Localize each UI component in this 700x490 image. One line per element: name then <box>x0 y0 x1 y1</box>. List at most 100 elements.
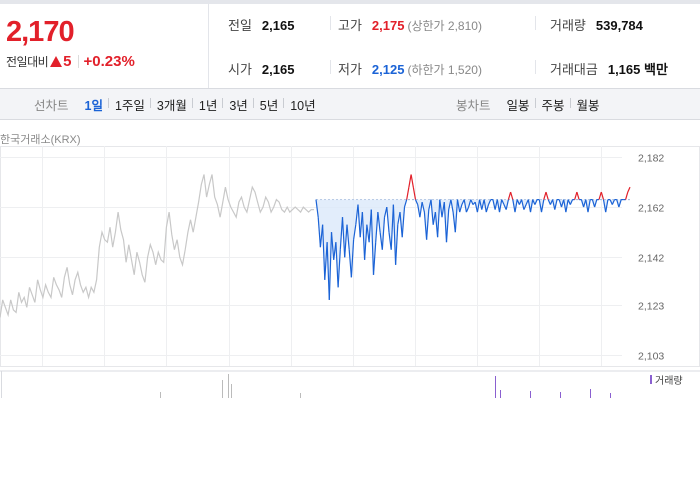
today-price-segment <box>627 186 631 193</box>
tab-3year[interactable]: 3년 <box>222 95 253 114</box>
today-price-segment <box>324 242 328 280</box>
today-price-segment <box>326 242 330 300</box>
change-rate: +0.23% <box>83 53 135 70</box>
today-price-segment <box>598 191 602 200</box>
tab-daily-candle[interactable]: 일봉 <box>506 98 530 113</box>
today-price-segment <box>339 217 344 250</box>
today-price-segment <box>547 199 551 205</box>
today-price-segment <box>437 199 441 238</box>
today-price-segment <box>465 206 470 213</box>
today-price-segment <box>392 204 397 265</box>
today-price-segment <box>344 224 348 258</box>
today-price-segment <box>534 199 538 205</box>
today-price-segment <box>454 199 459 233</box>
today-price-segment <box>364 224 368 260</box>
today-price-segment <box>328 232 333 300</box>
tab-weekly-candle[interactable]: 주봉 <box>534 95 571 114</box>
tab-3month[interactable]: 3개월 <box>149 95 193 114</box>
today-price-segment <box>443 202 448 243</box>
today-price-segment <box>505 199 509 210</box>
up-triangle-icon <box>50 56 63 67</box>
current-price: 2,170 <box>6 16 75 48</box>
today-price-segment <box>390 204 394 250</box>
today-price-segment <box>430 199 434 225</box>
today-price-segment <box>468 199 472 208</box>
current-price-box: 2,170 전일대비 5 +0.23% <box>0 4 209 88</box>
stat-volume: 거래량 539,784 <box>550 18 643 33</box>
tab-1year[interactable]: 1년 <box>191 95 223 114</box>
today-price-segment <box>341 217 346 258</box>
price-summary: 2,170 전일대비 5 +0.23% 전일 2,165 시가 2,165 고가 2,… <box>0 4 700 89</box>
tab-1week[interactable]: 1주일 <box>107 95 151 114</box>
today-price-segment <box>450 199 454 213</box>
today-price-segment <box>605 199 609 213</box>
today-price-segment <box>600 191 605 200</box>
today-price-segment <box>625 191 629 200</box>
today-price-segment <box>523 204 527 210</box>
tab-monthly-candle[interactable]: 월봉 <box>569 95 606 114</box>
line-chart-period-tabs: 선차트 1일 1주일 3개월 1년 3년 5년 10년 <box>34 89 322 119</box>
today-price-segment <box>463 199 467 213</box>
today-price-segment <box>346 224 350 250</box>
today-price-segment <box>448 199 452 210</box>
divider <box>330 16 331 30</box>
y-tick-label: 2,103 <box>638 351 664 363</box>
top-border <box>0 0 700 4</box>
stat-prev-close: 전일 2,165 <box>228 18 295 33</box>
today-price-segment <box>357 204 361 238</box>
candle-chart-title: 봉차트 <box>456 98 491 113</box>
divider <box>330 60 331 74</box>
prev-day-price-line <box>0 174 314 318</box>
today-price-segment <box>545 191 549 200</box>
today-price-segment <box>510 191 514 200</box>
divider <box>535 16 536 30</box>
today-price-segment <box>514 199 518 213</box>
tab-5year[interactable]: 5년 <box>252 95 284 114</box>
stat-amount: 거래대금 1,165 백만 <box>550 62 668 77</box>
today-price-segment <box>527 199 532 213</box>
today-price-segment <box>317 217 321 248</box>
today-price-segment <box>494 199 498 210</box>
today-price-segment <box>479 199 483 210</box>
today-price-segment <box>585 199 589 213</box>
today-price-segment <box>395 224 399 265</box>
today-price-segment <box>554 199 558 210</box>
today-price-segment <box>423 212 428 240</box>
today-price-segment <box>476 199 481 213</box>
today-price-segment <box>470 199 474 205</box>
today-price-segment <box>474 201 478 213</box>
today-price-segment <box>594 199 598 208</box>
today-price-segment <box>611 199 616 205</box>
today-price-segment <box>381 217 386 250</box>
today-price-segment <box>492 199 496 210</box>
today-price-segment <box>456 199 461 213</box>
stat-high: 고가 2,175 (상한가 2,810) <box>338 18 482 33</box>
today-price-segment <box>552 199 556 210</box>
today-price-segment <box>401 207 406 238</box>
today-price-segment <box>330 232 335 260</box>
today-price-segment <box>576 191 580 200</box>
today-price-segment <box>421 201 425 213</box>
line-chart-title: 선차트 <box>34 98 69 113</box>
today-price-segment <box>361 212 366 260</box>
today-price-segment <box>445 209 450 243</box>
today-price-segment <box>558 199 563 208</box>
today-price-segment <box>439 199 443 218</box>
today-price-segment <box>335 242 339 288</box>
today-price-segment <box>350 239 355 278</box>
today-price-segment <box>315 199 319 218</box>
tab-10year[interactable]: 10년 <box>283 95 321 114</box>
today-price-segment <box>602 199 607 213</box>
today-price-segment <box>419 202 423 218</box>
today-price-segment <box>543 191 547 200</box>
today-price-segment <box>403 199 408 208</box>
today-price-segment <box>609 199 613 205</box>
today-price-segment <box>580 199 585 208</box>
tab-1day[interactable]: 1일 <box>84 98 103 113</box>
candle-chart-tabs: 봉차트 일봉 주봉 월봉 <box>456 89 606 119</box>
today-price-segment <box>498 199 503 213</box>
y-tick-label: 2,123 <box>638 301 664 313</box>
today-price-segment <box>426 209 430 240</box>
today-price-segment <box>521 199 525 210</box>
today-price-segment <box>487 199 492 205</box>
